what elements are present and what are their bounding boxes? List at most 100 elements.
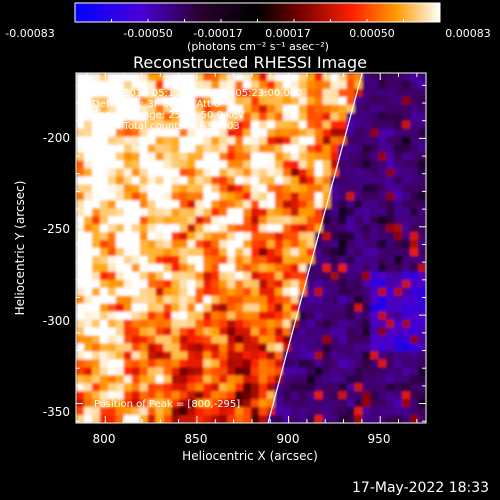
heatmap-pixel [386,367,395,376]
heatmap-pixel [115,335,125,345]
heatmap-pixel [298,295,308,305]
info-line-energy: Energy Range: 25.0 - 50.0 keV [92,110,245,121]
heatmap-pixel [251,255,260,265]
heatmap-pixel [76,303,85,313]
heatmap-pixel [91,152,101,162]
heatmap-pixel [147,112,157,122]
heatmap-pixel [274,73,284,82]
heatmap-pixel [115,255,125,265]
heatmap-pixel [99,279,109,289]
heatmap-pixel [298,80,308,90]
heatmap-pixel [290,152,300,162]
heatmap-pixel [203,399,212,408]
heatmap-pixel [203,240,212,249]
heatmap-pixel [402,120,411,130]
heatmap-pixel [203,200,212,209]
heatmap-pixel [346,311,355,321]
heatmap-pixel [394,120,403,130]
heatmap-pixel [258,375,268,384]
heatmap-pixel [410,136,419,146]
heatmap-pixel [338,343,348,352]
heatmap-pixel [155,240,165,249]
heatmap-pixel [235,128,244,138]
heatmap-pixel [147,279,157,289]
heatmap-pixel [147,335,157,345]
heatmap-pixel [139,359,149,368]
heatmap-pixel [362,96,371,106]
heatmap-pixel [139,279,149,289]
heatmap-pixel [203,192,212,201]
heatmap-pixel [123,160,133,170]
heatmap-pixel [314,383,324,392]
heatmap-pixel [282,271,292,281]
heatmap-pixel [290,335,300,345]
heatmap-pixel [115,399,125,408]
heatmap-pixel [370,160,379,170]
heatmap-pixel [235,327,244,337]
heatmap-pixel [274,232,284,241]
heatmap-pixel [227,295,236,305]
heatmap-pixel [131,367,141,376]
heatmap-pixel [107,248,117,257]
heatmap-pixel [346,168,355,177]
heatmap-pixel [115,73,125,82]
heatmap-pixel [362,168,371,177]
heatmap-pixel [179,168,188,177]
heatmap-pixel [362,271,371,281]
heatmap-pixel [235,160,244,170]
heatmap-pixel [91,184,101,193]
heatmap-pixel [418,335,426,345]
heatmap-pixel [354,128,363,138]
heatmap-pixel [394,248,403,257]
heatmap-pixel [123,168,133,177]
heatmap-pixel [258,96,268,106]
heatmap-pixel [115,295,125,305]
heatmap-pixel [322,184,332,193]
heatmap-pixel [386,279,395,289]
heatmap-pixel [187,407,196,416]
heatmap-pixel [306,112,316,122]
heatmap-pixel [171,152,180,162]
heatmap-pixel [211,192,220,201]
heatmap-pixel [410,88,419,98]
heatmap-pixel [187,383,196,392]
heatmap-pixel [227,303,236,313]
heatmap-pixel [330,73,340,82]
heatmap-pixel [258,144,268,154]
heatmap-pixel [314,208,324,217]
heatmap-pixel [362,255,371,265]
heatmap-pixel [131,383,141,392]
heatmap-pixel [195,216,204,225]
heatmap-pixel [115,160,125,170]
heatmap-pixel [211,255,220,265]
heatmap-pixel [386,192,395,201]
heatmap-pixel [123,295,133,305]
heatmap-pixel [203,295,212,305]
heatmap-pixel [195,399,204,408]
heatmap-pixel [402,335,411,345]
heatmap-pixel [115,168,125,177]
heatmap-pixel [163,128,173,138]
heatmap-pixel [402,287,411,297]
heatmap-pixel [123,176,133,185]
heatmap-pixel [402,343,411,352]
heatmap-pixel [203,279,212,289]
heatmap-pixel [362,200,371,209]
heatmap-pixel [107,128,117,138]
heatmap-pixel [91,327,101,337]
heatmap-pixel [227,224,236,233]
heatmap-pixel [83,383,93,392]
heatmap-pixel [282,287,292,297]
heatmap-pixel [266,208,276,217]
heatmap-pixel [76,343,85,352]
heatmap-pixel [386,96,395,106]
heatmap-pixel [131,255,141,265]
heatmap-pixel [227,359,236,368]
heatmap-pixel [107,144,117,154]
heatmap-pixel [155,295,165,305]
heatmap-pixel [203,96,212,106]
heatmap-pixel [147,80,157,90]
heatmap-pixel [187,176,196,185]
heatmap-pixel [282,399,292,408]
heatmap-pixel [211,136,220,146]
